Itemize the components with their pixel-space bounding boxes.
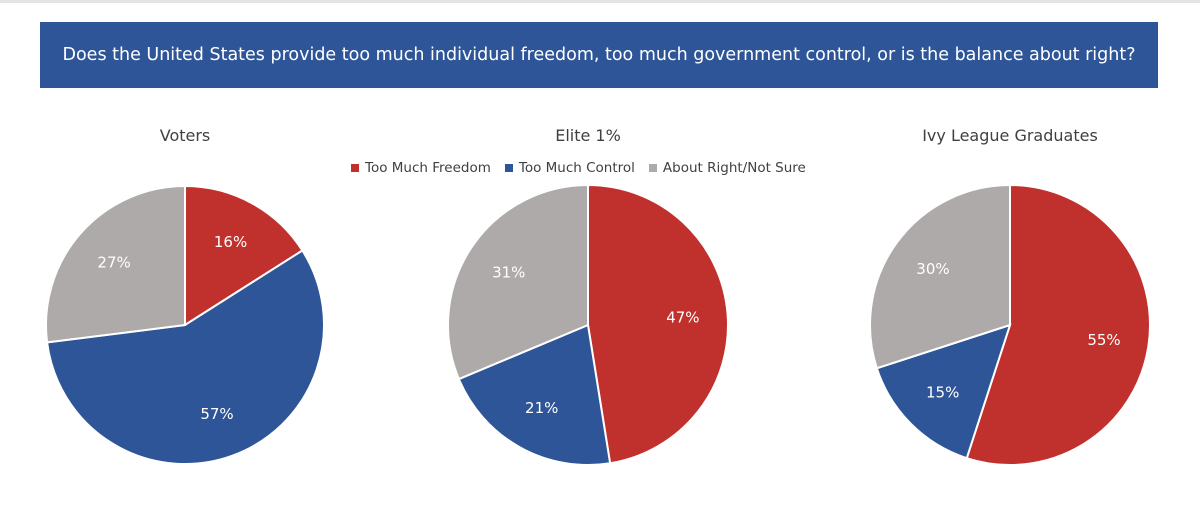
legend-swatch <box>648 164 657 172</box>
data-label-ivy-2: 30% <box>916 260 949 278</box>
legend: Too Much Freedom Too Much Control About … <box>351 160 806 176</box>
legend-item-about-right: About Right/Not Sure <box>648 160 806 176</box>
legend-swatch <box>351 164 359 172</box>
pie-slice-voters-0 <box>184 184 304 327</box>
data-label-voters-0: 16% <box>214 233 247 251</box>
data-label-voters-2: 27% <box>97 253 130 271</box>
top-divider <box>0 0 1200 3</box>
legend-item-freedom: Too Much Freedom <box>351 160 491 176</box>
pie-slice-elite-1 <box>457 323 612 466</box>
pie-title-ivy: Ivy League Graduates <box>922 126 1098 145</box>
pie-slice-ivy-0 <box>965 183 1151 466</box>
question-banner: Does the United States provide too much … <box>40 22 1158 88</box>
question-text: Does the United States provide too much … <box>62 45 1136 65</box>
data-label-elite-1: 21% <box>525 399 558 417</box>
pie-title-voters: Voters <box>159 126 211 145</box>
legend-label: Too Much Freedom <box>365 160 491 176</box>
data-label-ivy-1: 15% <box>926 383 959 401</box>
pie-slice-elite-0 <box>587 183 729 465</box>
data-label-elite-0: 47% <box>666 308 699 326</box>
pie-slice-voters-1 <box>45 249 325 465</box>
data-label-elite-2: 31% <box>492 263 525 281</box>
pie-title-elite: Elite 1% <box>555 126 621 145</box>
legend-item-control: Too Much Control <box>504 160 635 176</box>
data-label-ivy-0: 55% <box>1087 331 1120 349</box>
pie-slice-voters-2 <box>45 184 186 344</box>
pie-slice-ivy-2 <box>869 183 1011 370</box>
pie-slice-elite-2 <box>447 183 589 381</box>
legend-label: About Right/Not Sure <box>662 160 806 176</box>
legend-swatch <box>504 164 513 172</box>
legend-label: Too Much Control <box>518 160 635 176</box>
data-label-voters-1: 57% <box>200 405 233 423</box>
